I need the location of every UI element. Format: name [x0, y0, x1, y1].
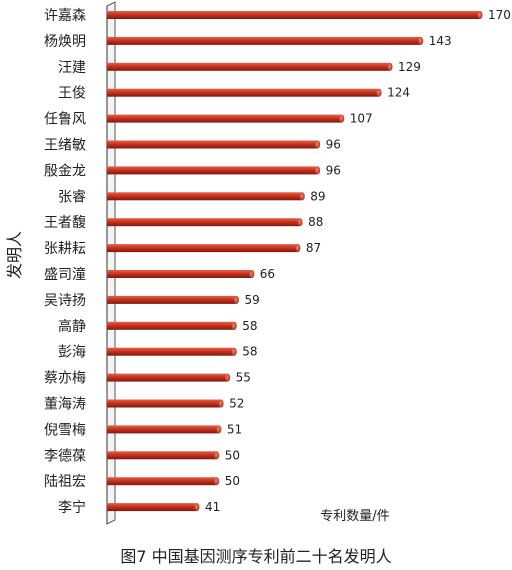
bar-cap-3: [387, 62, 393, 71]
axis-group: [106, 1, 116, 525]
bar-cap-15: [225, 373, 231, 382]
bar-cap-16: [218, 399, 224, 408]
value-label: 50: [225, 474, 240, 488]
value-label: 129: [398, 60, 421, 74]
category-label: 王者馥: [44, 214, 86, 231]
bar-cap-11: [249, 270, 255, 278]
bar-9: [107, 218, 301, 227]
category-label: 陆祖宏: [44, 474, 86, 490]
bar-8: [107, 192, 303, 201]
bar-cap-5: [339, 114, 345, 123]
bar-12: [107, 295, 237, 304]
category-label: 殷金龙: [44, 163, 86, 179]
category-label: 李宁: [58, 499, 86, 516]
bar-1: [107, 11, 480, 19]
bar-4: [107, 88, 380, 97]
bar-2: [107, 36, 421, 45]
bar-10: [107, 244, 298, 253]
bar-15: [107, 373, 228, 382]
value-label: 58: [242, 345, 257, 359]
bar-cap-4: [376, 88, 382, 97]
category-label: 盛司潼: [44, 266, 86, 283]
bar-16: [107, 399, 222, 408]
y-axis-title: 发明人: [5, 231, 24, 279]
value-label: 170: [488, 8, 511, 22]
value-label: 96: [326, 138, 341, 152]
category-label: 倪雪梅: [44, 422, 86, 438]
value-label: 96: [326, 163, 341, 177]
bar-cap-7: [315, 166, 321, 175]
category-label: 蔡亦梅: [44, 371, 86, 387]
value-label: 66: [260, 267, 275, 281]
value-label: 58: [242, 319, 257, 333]
value-label: 143: [429, 34, 452, 48]
bar-cap-12: [233, 295, 239, 304]
value-label: 51: [227, 422, 242, 436]
value-label: 107: [350, 112, 373, 126]
value-label: 88: [308, 215, 323, 229]
category-label: 汪建: [58, 60, 86, 76]
bars-group: [107, 11, 483, 512]
x-axis-title: 专利数量/件: [320, 509, 389, 524]
value-label: 89: [310, 189, 325, 203]
bar-13: [107, 321, 235, 330]
value-label: 55: [236, 371, 251, 385]
bar-cap-14: [231, 347, 237, 356]
category-label: 张耕耘: [44, 240, 86, 257]
category-label: 张睿: [58, 189, 86, 205]
category-label: 杨焕明: [44, 33, 86, 50]
bar-cap-13: [231, 321, 237, 330]
bar-7: [107, 166, 318, 175]
category-label: 高静: [58, 318, 86, 335]
category-label: 彭海: [58, 345, 86, 361]
category-label: 王绪敏: [44, 138, 86, 154]
value-label: 87: [306, 241, 321, 255]
labels-group: 许嘉森杨焕明汪建王俊任鲁风王绪敏殷金龙张睿王者馥张耕耘盛司潼吴诗扬高静彭海蔡亦梅…: [44, 8, 86, 516]
axis-wall: [106, 1, 116, 525]
bar-3: [107, 62, 391, 71]
bar-cap-10: [295, 244, 301, 253]
bar-cap-1: [477, 11, 483, 19]
bar-14: [107, 347, 235, 356]
value-label: 50: [225, 448, 240, 462]
bar-19: [107, 477, 217, 486]
bar-cap-17: [216, 425, 222, 434]
category-label: 吴诗扬: [44, 293, 86, 309]
category-label: 任鲁风: [44, 112, 86, 128]
bar-cap-6: [315, 140, 321, 149]
bar-6: [107, 140, 318, 149]
bar-cap-18: [214, 451, 220, 460]
category-label: 董海涛: [44, 397, 86, 413]
value-label: 124: [387, 86, 410, 100]
bar-cap-19: [214, 477, 220, 486]
bar-20: [107, 503, 197, 512]
figure-caption: 图7 中国基因测序专利前二十名发明人: [120, 547, 391, 566]
bar-11: [107, 270, 252, 278]
value-label: 41: [205, 500, 220, 514]
bar-cap-9: [297, 218, 303, 227]
category-label: 李德葆: [44, 448, 86, 464]
bar-17: [107, 425, 219, 434]
value-label: 59: [244, 293, 259, 307]
bar-cap-20: [194, 503, 200, 512]
value-label: 52: [229, 397, 244, 411]
bar-cap-8: [299, 192, 305, 201]
bar-18: [107, 451, 217, 460]
bar-5: [107, 114, 342, 123]
values-group: 1701431291241079696898887665958585552515…: [205, 8, 511, 514]
category-label: 王俊: [58, 86, 86, 102]
bar-cap-2: [418, 36, 424, 45]
category-label: 许嘉森: [44, 8, 86, 24]
